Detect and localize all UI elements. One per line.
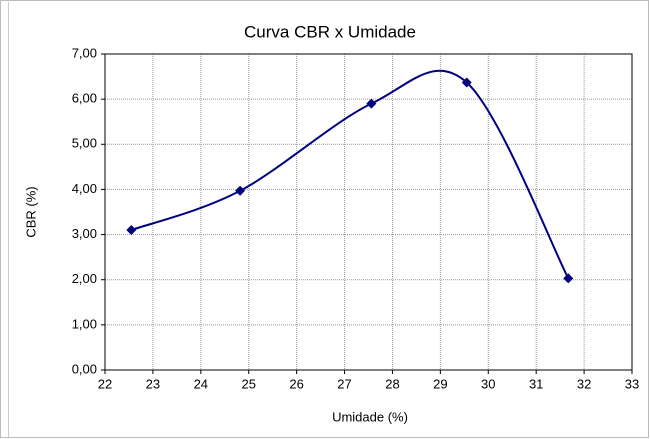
- x-tick-label: 31: [529, 376, 543, 391]
- y-tick-label: 4,00: [72, 181, 97, 196]
- y-axis-label: CBR (%): [23, 186, 38, 237]
- series-line: [131, 69, 570, 279]
- x-tick-label: 29: [433, 376, 447, 391]
- x-tick-label: 28: [385, 376, 399, 391]
- x-tick-label: 23: [146, 376, 160, 391]
- data-point: [235, 185, 246, 196]
- x-tick-label: 22: [98, 376, 112, 391]
- y-tick-label: 2,00: [72, 271, 97, 286]
- y-tick-label: 7,00: [72, 45, 97, 60]
- y-tick-label: 0,00: [72, 361, 97, 376]
- data-point: [126, 225, 137, 236]
- x-axis-label: Umidade (%): [332, 409, 408, 424]
- y-tick-label: 1,00: [72, 316, 97, 331]
- y-tick-label: 5,00: [72, 136, 97, 151]
- y-tick-label: 6,00: [72, 91, 97, 106]
- x-tick-label: 26: [289, 376, 303, 391]
- x-tick-label: 25: [241, 376, 255, 391]
- plot-area: [104, 53, 633, 371]
- x-tick-label: 32: [577, 376, 591, 391]
- x-tick-label: 27: [337, 376, 351, 391]
- x-tick-label: 30: [481, 376, 495, 391]
- chart-title: Curva CBR x Umidade: [244, 22, 416, 41]
- x-tick-label: 24: [194, 376, 208, 391]
- data-point: [563, 273, 574, 284]
- y-tick-label: 3,00: [72, 226, 97, 241]
- data-point: [461, 77, 472, 88]
- data-point: [366, 98, 377, 109]
- x-tick-label: 33: [625, 376, 639, 391]
